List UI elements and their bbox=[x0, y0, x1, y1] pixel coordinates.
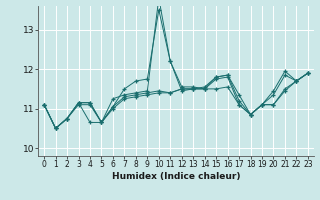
X-axis label: Humidex (Indice chaleur): Humidex (Indice chaleur) bbox=[112, 172, 240, 181]
